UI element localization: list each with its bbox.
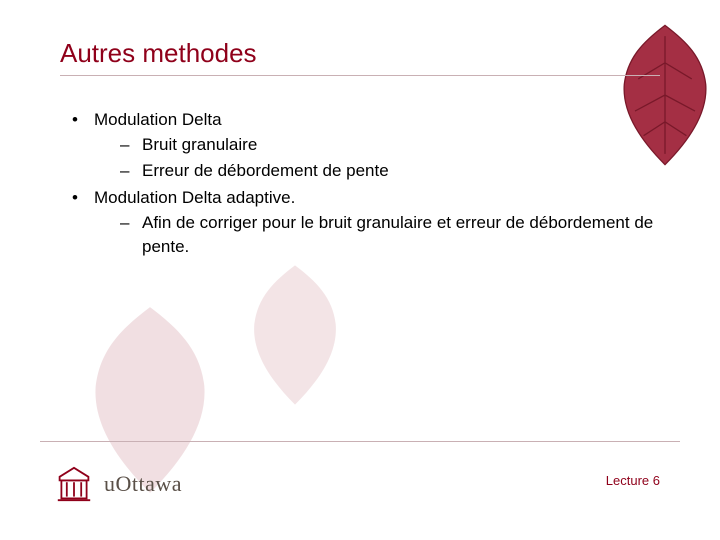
footer-rule [40, 441, 680, 442]
sub-bullet-list: Bruit granulaire Erreur de débordement d… [94, 133, 660, 184]
bullet-text: Modulation Delta adaptive. [94, 188, 295, 207]
sub-bullet-text: Erreur de débordement de pente [142, 161, 389, 180]
bullet-text: Modulation Delta [94, 110, 222, 129]
title-rule [60, 75, 660, 76]
sub-bullet-text: Bruit granulaire [142, 135, 257, 154]
sub-bullet-item: Erreur de débordement de pente [120, 159, 660, 184]
bullet-list: Modulation Delta Bruit granulaire Erreur… [60, 108, 660, 260]
lecture-label: Lecture 6 [606, 473, 660, 488]
logo-text: uOttawa [104, 471, 182, 497]
slide: Autres methodes Modulation Delta Bruit g… [0, 0, 720, 540]
sub-bullet-text: Afin de corriger pour le bruit granulair… [142, 213, 653, 257]
slide-content: Modulation Delta Bruit granulaire Erreur… [60, 108, 660, 260]
sub-bullet-item: Afin de corriger pour le bruit granulair… [120, 211, 660, 260]
university-logo: uOttawa [56, 464, 182, 504]
bullet-item: Modulation Delta adaptive. Afin de corri… [72, 186, 660, 260]
bullet-item: Modulation Delta Bruit granulaire Erreur… [72, 108, 660, 184]
slide-title: Autres methodes [60, 38, 660, 69]
building-icon [56, 464, 92, 504]
sub-bullet-list: Afin de corriger pour le bruit granulair… [94, 211, 660, 260]
sub-bullet-item: Bruit granulaire [120, 133, 660, 158]
